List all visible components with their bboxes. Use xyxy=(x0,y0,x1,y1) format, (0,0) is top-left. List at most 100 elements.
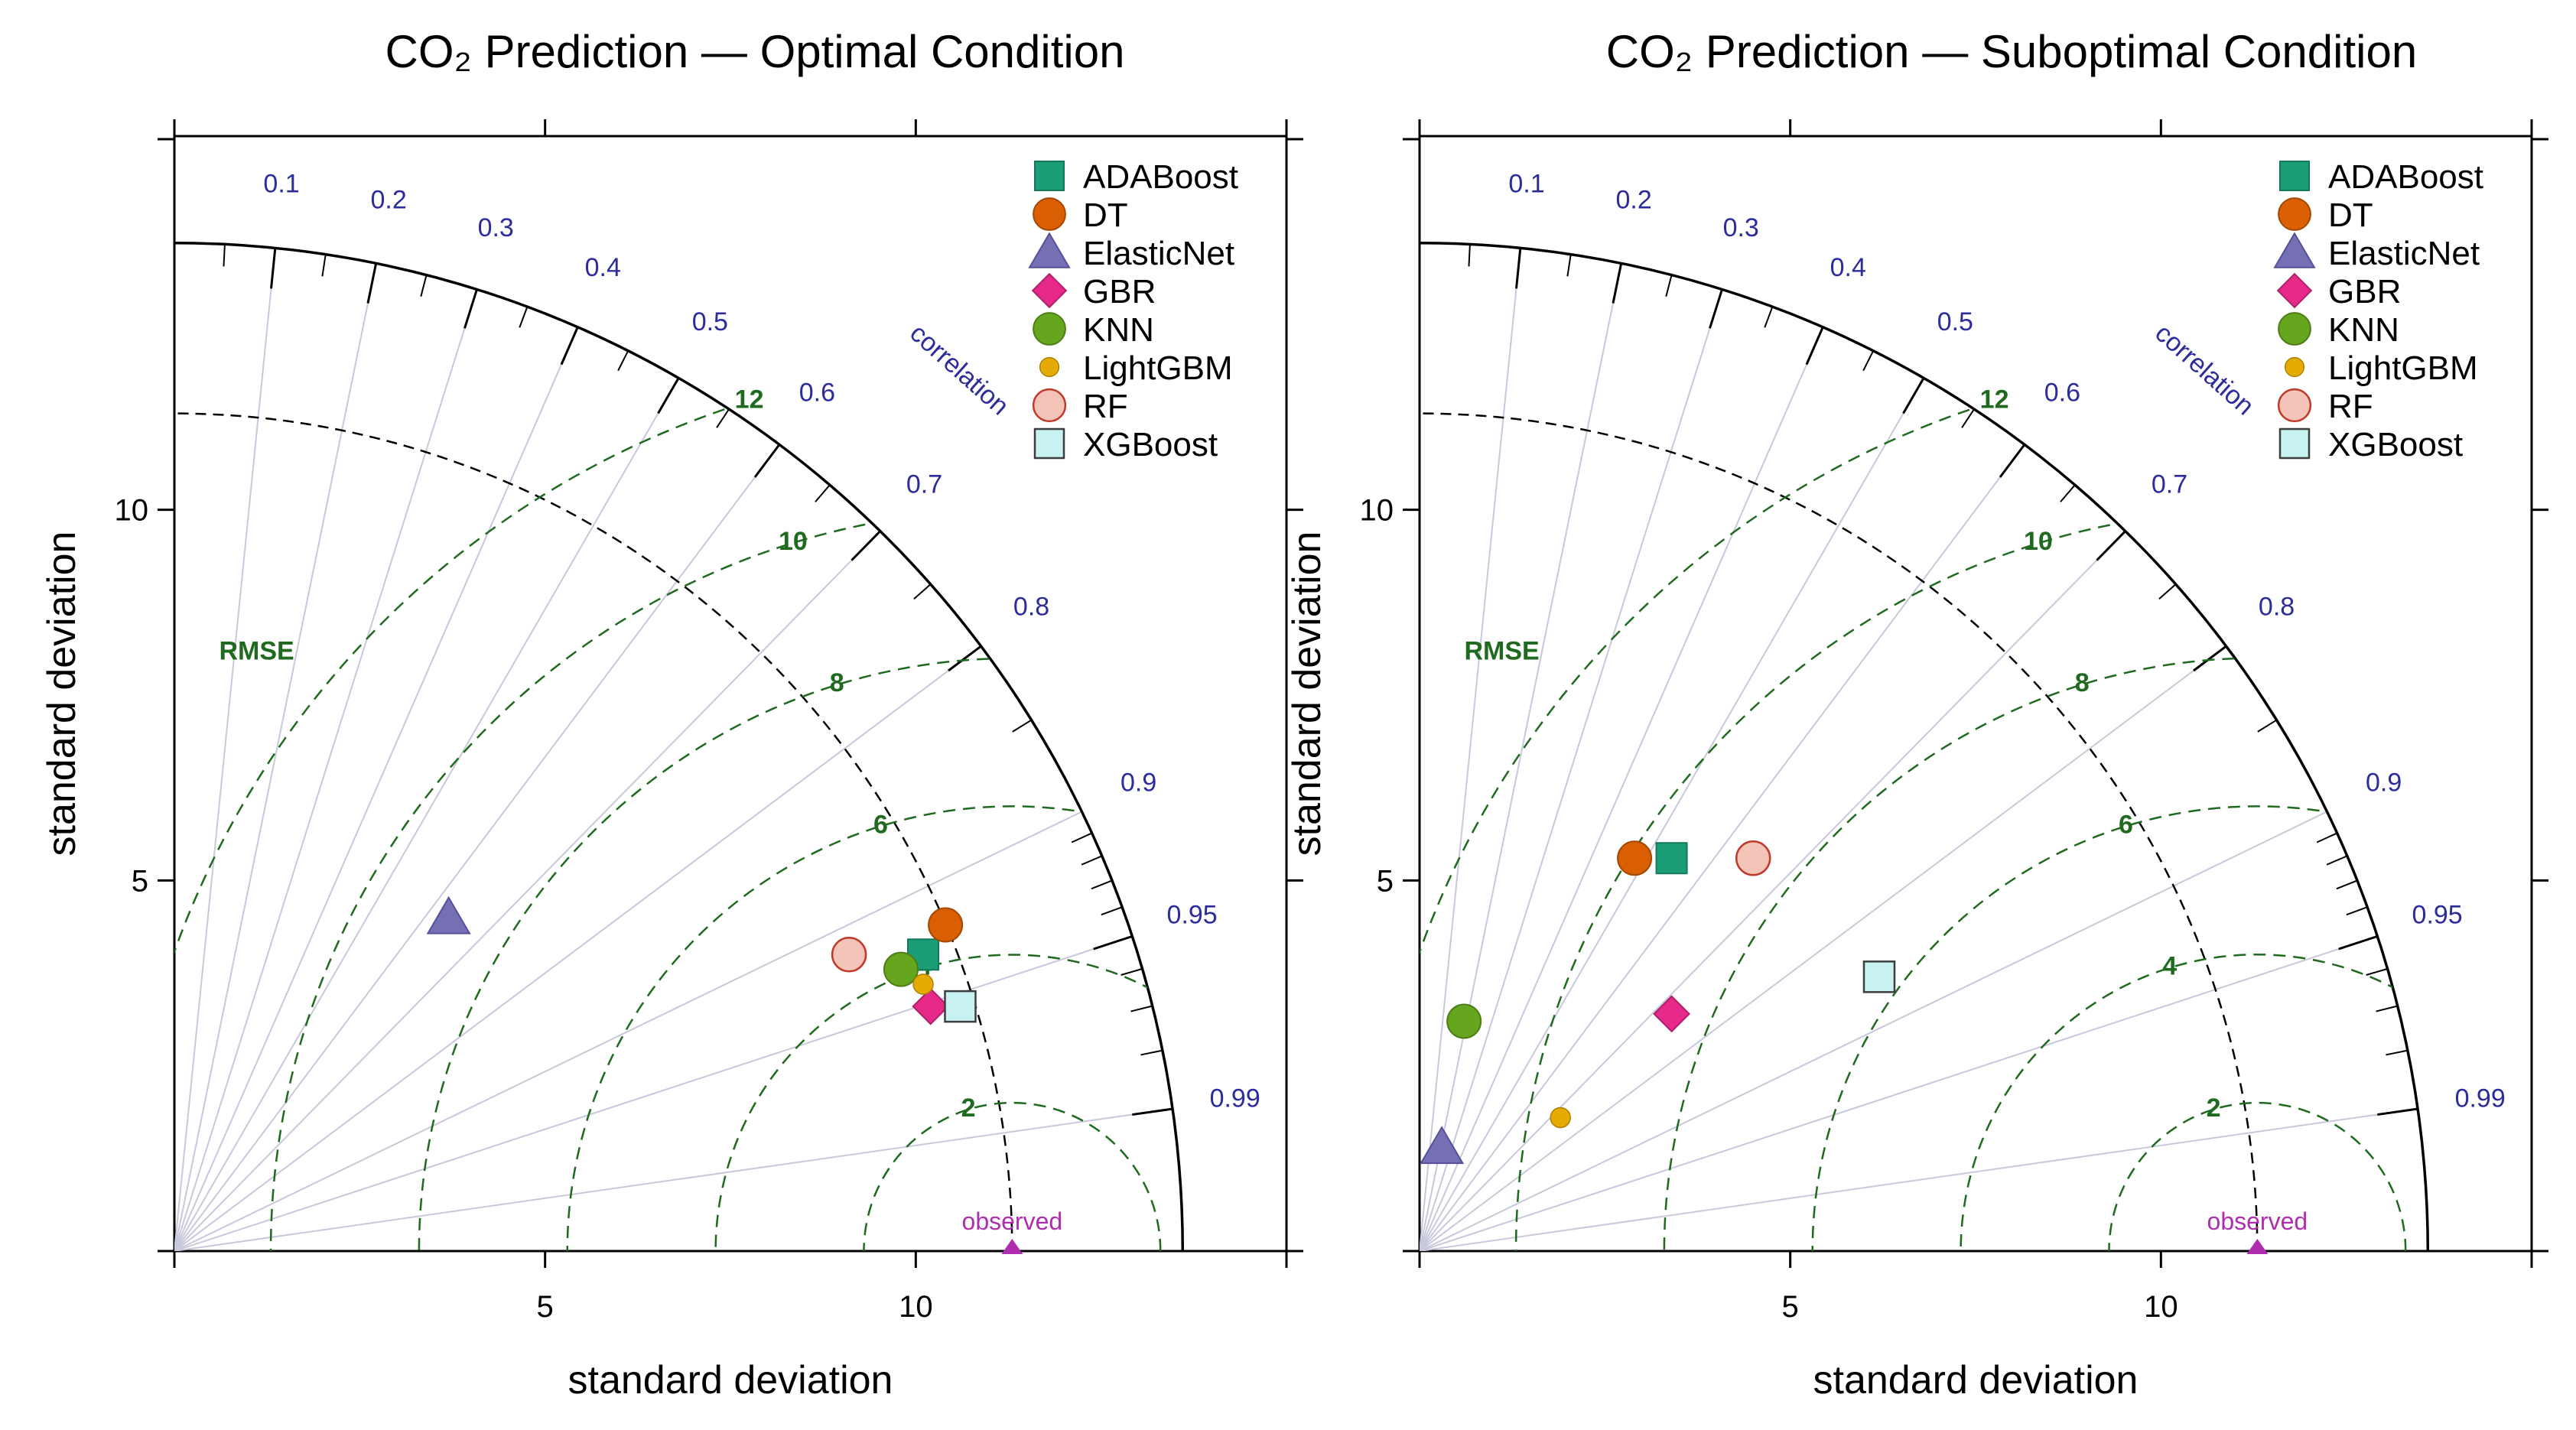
y-axis-title: standard deviation xyxy=(1285,531,1329,856)
correlation-ray xyxy=(174,289,478,1251)
rmse-contour xyxy=(1960,954,2428,1251)
correlation-ray xyxy=(174,935,1133,1251)
correlation-major-tick xyxy=(1709,288,1723,329)
legend-label: KNN xyxy=(1083,311,1154,349)
data-point-xgboost xyxy=(1862,960,1896,993)
rmse-label: RMSE xyxy=(220,636,294,665)
legend-marker xyxy=(1034,161,1065,191)
x-tick-label: 10 xyxy=(2144,1290,2178,1324)
correlation-ray xyxy=(174,263,377,1251)
correlation-ray xyxy=(1420,263,1622,1251)
rmse-contour xyxy=(566,805,1183,1251)
data-point-xgboost xyxy=(944,990,977,1023)
legend-label: ElasticNet xyxy=(2328,235,2480,272)
correlation-tick-label: 0.4 xyxy=(1830,253,1866,282)
correlation-major-tick xyxy=(657,377,680,414)
rmse-contour-label: 2 xyxy=(2207,1094,2221,1123)
sd-outer-arc xyxy=(174,241,1185,1251)
x-axis-title: standard deviation xyxy=(568,1358,893,1402)
legend-marker xyxy=(1039,356,1060,378)
legend-label: XGBoost xyxy=(1083,426,1218,463)
rmse-contours xyxy=(1420,360,2576,1251)
sd-reference-arc xyxy=(1420,412,2259,1251)
correlation-tick-label: 0.8 xyxy=(1013,593,1049,622)
observed-label: observed xyxy=(2207,1207,2308,1235)
correlation-minor-tick xyxy=(1130,1005,1153,1012)
x-tick-label: 10 xyxy=(899,1290,933,1324)
data-point-knn xyxy=(1446,1003,1482,1039)
correlation-ray xyxy=(1420,377,1925,1251)
rmse-contour xyxy=(269,509,1183,1251)
y-tick-label: 10 xyxy=(115,494,149,528)
legend-label: XGBoost xyxy=(2328,426,2463,463)
observed-label: observed xyxy=(962,1207,1063,1235)
data-point-adaboost xyxy=(1655,842,1688,875)
correlation-tick-label: 0.3 xyxy=(1723,213,1759,242)
legend-marker xyxy=(1033,197,1066,231)
observed-marker xyxy=(1001,1239,1023,1254)
rmse-label: RMSE xyxy=(1465,636,1540,665)
correlation-tick-label: 0.5 xyxy=(1937,307,1973,336)
correlation-ray xyxy=(174,377,680,1251)
correlation-ray xyxy=(174,248,276,1251)
data-point-elasticnet xyxy=(1420,1126,1465,1165)
correlation-minor-tick xyxy=(1665,275,1673,297)
correlation-tick-label: 0.99 xyxy=(2455,1084,2506,1113)
rmse-contour-label: 8 xyxy=(830,668,844,697)
correlation-minor-tick xyxy=(1071,832,1093,843)
taylor-panel-1: CO₂ Prediction — Optimal Condition 5 10 5 10… xyxy=(40,26,1303,1402)
correlation-major-tick xyxy=(2193,645,2227,672)
legend-marker xyxy=(2284,356,2305,378)
correlation-tick-label: 0.7 xyxy=(906,470,942,499)
correlation-major-tick xyxy=(948,645,982,672)
correlation-tick-label: 0.3 xyxy=(478,213,514,242)
y-tick-label: 5 xyxy=(1377,864,1394,898)
y-tick-label: 5 xyxy=(132,864,148,898)
correlation-tick-label: 0.6 xyxy=(2044,378,2080,407)
correlation-minor-tick xyxy=(913,583,932,600)
correlation-minor-tick xyxy=(223,244,226,267)
rmse-contour xyxy=(1664,658,2576,1251)
legend-marker xyxy=(2278,197,2311,231)
correlation-major-tick xyxy=(1612,263,1623,304)
plot-frame xyxy=(173,135,1288,1253)
legend-marker xyxy=(2279,161,2310,191)
correlation-major-tick xyxy=(1093,934,1133,951)
correlation-ray xyxy=(1420,1108,2418,1251)
rmse-contour xyxy=(1811,805,2428,1251)
legend-label: DT xyxy=(2328,197,2373,234)
rmse-contour xyxy=(714,954,1183,1251)
correlation-minor-tick xyxy=(1012,719,1033,733)
data-point-gbr xyxy=(912,987,950,1025)
correlation-minor-tick xyxy=(1101,906,1123,916)
correlation-minor-tick xyxy=(2346,906,2368,916)
legend-marker xyxy=(2276,272,2313,309)
correlation-tick-label: 0.5 xyxy=(692,307,728,336)
observed-marker xyxy=(2246,1239,2269,1254)
data-point-lightgbm xyxy=(912,973,934,995)
correlation-ray xyxy=(1420,811,2327,1251)
correlation-major-tick xyxy=(1132,1107,1173,1116)
correlation-minor-tick xyxy=(519,306,529,328)
taylor-panel-2: CO₂ Prediction — Suboptimal Condition 5 10… xyxy=(1285,26,2576,1402)
correlation-ray xyxy=(174,645,982,1251)
correlation-minor-tick xyxy=(1961,408,1975,428)
x-tick-label: 5 xyxy=(537,1290,554,1324)
rmse-contour-label: 4 xyxy=(2162,952,2177,981)
rmse-contour-label: 12 xyxy=(735,385,764,414)
correlation-axis-label: correlation xyxy=(2149,318,2259,421)
correlation-ray xyxy=(1420,935,2378,1251)
rmse-contour-label: 10 xyxy=(2024,527,2053,556)
correlation-minor-tick xyxy=(716,408,730,428)
plot-frame xyxy=(1418,135,2533,1253)
correlation-ray xyxy=(174,811,1082,1251)
rmse-contour-label: 8 xyxy=(2075,668,2090,697)
correlation-minor-tick xyxy=(1862,350,1875,372)
legend-label: ADABoost xyxy=(1083,158,1238,196)
legend-marker xyxy=(1033,427,1065,460)
correlation-tick-label: 0.9 xyxy=(2366,768,2402,797)
correlation-ray xyxy=(174,327,579,1251)
